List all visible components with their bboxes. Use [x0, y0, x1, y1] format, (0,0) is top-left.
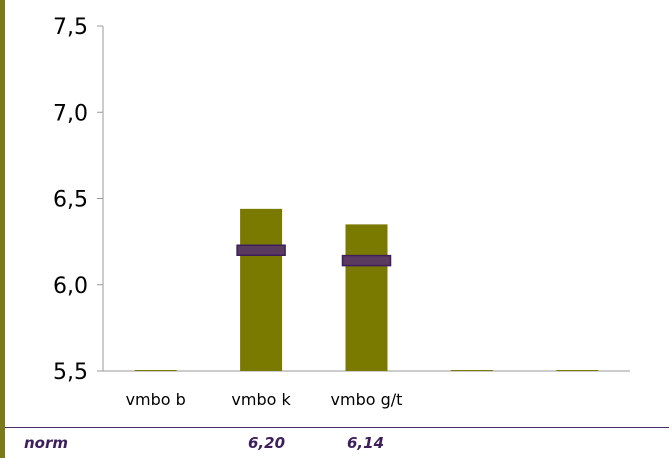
y-tick-label: 6,0 [53, 274, 88, 299]
bar-chart: 5,5 6,0 6,5 7,0 7,5 vmbo b vmbo k vmbo g/t [53, 15, 630, 409]
bar [134, 370, 177, 371]
bar [345, 224, 388, 371]
norm-marker [341, 254, 392, 267]
y-tick-label: 7,5 [53, 15, 88, 40]
x-tick-label: vmbo b [126, 390, 186, 409]
y-tick-label: 6,5 [53, 188, 88, 213]
x-tick-label: vmbo k [231, 390, 291, 409]
left-border [0, 0, 5, 458]
norm-value-vmbo-k: 6,20 [248, 434, 286, 452]
bar [450, 370, 493, 371]
y-tick-label: 5,5 [53, 360, 88, 385]
norm-row: norm 6,20 6,14 [5, 427, 669, 459]
y-tick-label: 7,0 [53, 101, 88, 126]
bar [556, 370, 599, 371]
bar [240, 208, 283, 371]
x-tick-label: vmbo g/t [331, 390, 403, 409]
norm-marker [236, 244, 286, 256]
norm-value-vmbo-gt: 6,14 [347, 434, 385, 452]
norm-label: norm [24, 434, 69, 452]
